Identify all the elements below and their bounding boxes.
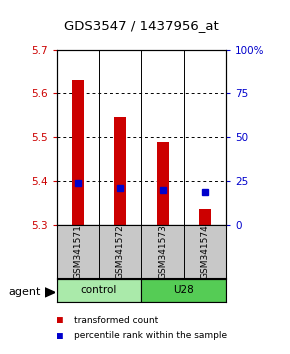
Text: U28: U28 xyxy=(173,285,194,295)
Text: GSM341572: GSM341572 xyxy=(116,224,125,279)
Bar xyxy=(199,210,211,225)
Text: agent: agent xyxy=(9,287,41,297)
Bar xyxy=(157,142,168,225)
Bar xyxy=(142,279,226,302)
Bar xyxy=(114,118,126,225)
Text: ■: ■ xyxy=(57,315,62,325)
Text: GSM341574: GSM341574 xyxy=(200,224,209,279)
Text: percentile rank within the sample: percentile rank within the sample xyxy=(74,331,227,340)
Bar xyxy=(57,279,142,302)
Text: control: control xyxy=(81,285,117,295)
Text: transformed count: transformed count xyxy=(74,316,158,325)
Text: ■: ■ xyxy=(57,331,62,341)
Polygon shape xyxy=(45,288,55,297)
Bar xyxy=(72,80,84,225)
Text: GSM341573: GSM341573 xyxy=(158,224,167,279)
Text: GDS3547 / 1437956_at: GDS3547 / 1437956_at xyxy=(64,19,219,33)
Text: GSM341571: GSM341571 xyxy=(73,224,82,279)
